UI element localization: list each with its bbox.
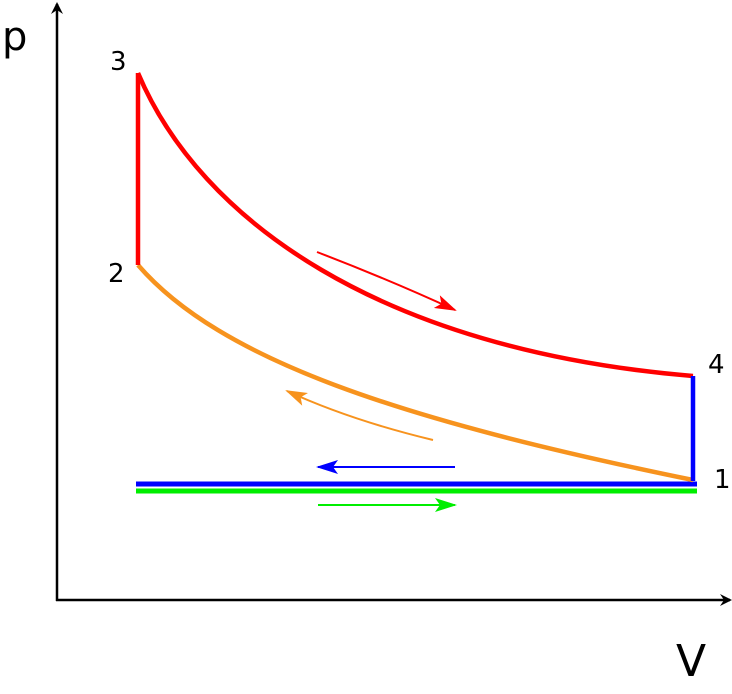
y-axis-label: p — [2, 14, 27, 60]
x-axis-label: V — [676, 636, 706, 687]
point-3-label: 3 — [110, 47, 127, 77]
point-1-label: 1 — [714, 465, 731, 495]
point-2-label: 2 — [108, 259, 125, 289]
compression-curve — [136, 263, 694, 483]
expansion-curve — [135, 72, 694, 379]
point-4-label: 4 — [708, 350, 725, 380]
expansion-direction-arrow — [316, 251, 457, 311]
compression-direction-arrow — [285, 390, 434, 441]
